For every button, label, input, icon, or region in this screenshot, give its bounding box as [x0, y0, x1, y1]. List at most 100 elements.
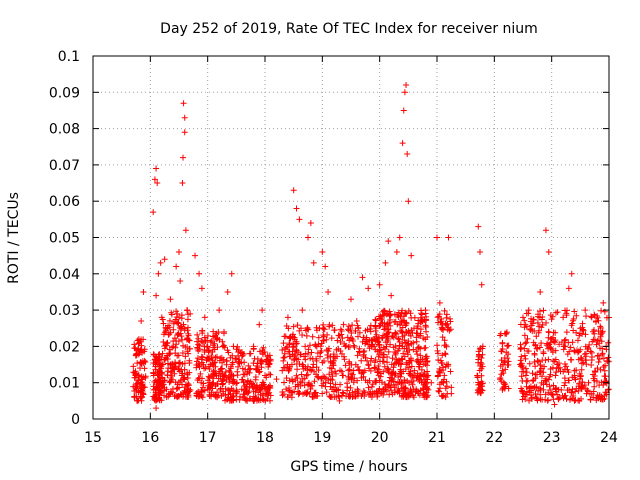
data-point — [290, 343, 297, 350]
data-point — [587, 396, 594, 403]
data-point — [571, 308, 578, 315]
data-point — [241, 394, 248, 401]
data-point — [562, 307, 569, 314]
data-point — [381, 307, 388, 314]
data-point — [379, 354, 386, 361]
data-point — [562, 343, 569, 350]
data-point — [160, 338, 167, 345]
data-point — [375, 388, 382, 395]
data-point — [479, 343, 486, 350]
data-point — [337, 326, 344, 333]
data-point — [477, 359, 484, 366]
data-point — [399, 140, 406, 147]
data-point — [550, 358, 557, 365]
data-point — [435, 350, 442, 357]
data-point — [294, 322, 301, 329]
data-point — [593, 318, 600, 325]
data-point — [266, 360, 273, 367]
data-point — [194, 338, 201, 345]
data-point — [413, 386, 420, 393]
data-point — [393, 381, 400, 388]
data-point — [256, 383, 263, 390]
data-point — [366, 345, 373, 352]
data-point — [236, 360, 243, 367]
data-point — [350, 379, 357, 386]
data-point — [293, 340, 300, 347]
data-point — [504, 342, 511, 349]
data-point — [390, 369, 397, 376]
data-point — [579, 320, 586, 327]
data-point — [571, 348, 578, 355]
data-point — [577, 346, 584, 353]
data-point — [561, 375, 568, 382]
data-point — [247, 380, 254, 387]
data-point — [264, 386, 271, 393]
data-point — [252, 376, 259, 383]
data-point — [194, 331, 201, 338]
data-point — [259, 349, 266, 356]
data-point — [411, 325, 418, 332]
data-point — [198, 356, 205, 363]
data-point — [159, 350, 166, 357]
data-point — [380, 368, 387, 375]
data-point — [408, 340, 415, 347]
data-point — [348, 375, 355, 382]
data-point — [226, 369, 233, 376]
data-point — [273, 376, 280, 383]
x-tick-label: 21 — [428, 430, 446, 446]
data-point — [367, 388, 374, 395]
data-point — [381, 326, 388, 333]
data-point — [525, 348, 532, 355]
data-point — [343, 342, 350, 349]
data-point — [350, 393, 357, 400]
data-point — [303, 332, 310, 339]
data-point — [573, 367, 580, 374]
data-point — [296, 216, 303, 223]
data-point — [546, 341, 553, 348]
data-point — [354, 352, 361, 359]
data-point — [536, 344, 543, 351]
data-point — [173, 308, 180, 315]
data-point — [417, 373, 424, 380]
data-point — [500, 370, 507, 377]
data-point — [205, 373, 212, 380]
data-point — [201, 348, 208, 355]
data-point — [522, 355, 529, 362]
data-point — [194, 355, 201, 362]
data-point — [181, 114, 188, 121]
data-point — [398, 355, 405, 362]
data-point — [227, 354, 234, 361]
data-point — [227, 363, 234, 370]
data-point — [137, 347, 144, 354]
data-point — [420, 381, 427, 388]
data-point — [583, 313, 590, 320]
data-point — [522, 372, 529, 379]
data-point — [586, 390, 593, 397]
data-point — [178, 391, 185, 398]
data-point — [593, 394, 600, 401]
data-point — [417, 319, 424, 326]
data-point — [297, 351, 304, 358]
axis-ticks — [92, 55, 610, 420]
data-point — [389, 391, 396, 398]
data-point — [213, 372, 220, 379]
data-point — [383, 330, 390, 337]
data-point — [549, 391, 556, 398]
grid — [93, 56, 609, 419]
data-point — [420, 392, 427, 399]
data-point — [163, 327, 170, 334]
data-point — [519, 396, 526, 403]
data-point — [170, 343, 177, 350]
y-tick-label: 0.02 — [49, 339, 80, 355]
data-point — [395, 335, 402, 342]
data-point — [229, 361, 236, 368]
data-point — [578, 366, 585, 373]
data-point — [367, 367, 374, 374]
data-point — [523, 339, 530, 346]
x-axis-title: GPS time / hours — [290, 459, 407, 475]
data-point — [322, 263, 329, 270]
data-point — [388, 361, 395, 368]
data-point — [138, 317, 145, 324]
data-point — [477, 363, 484, 370]
data-point — [505, 361, 512, 368]
